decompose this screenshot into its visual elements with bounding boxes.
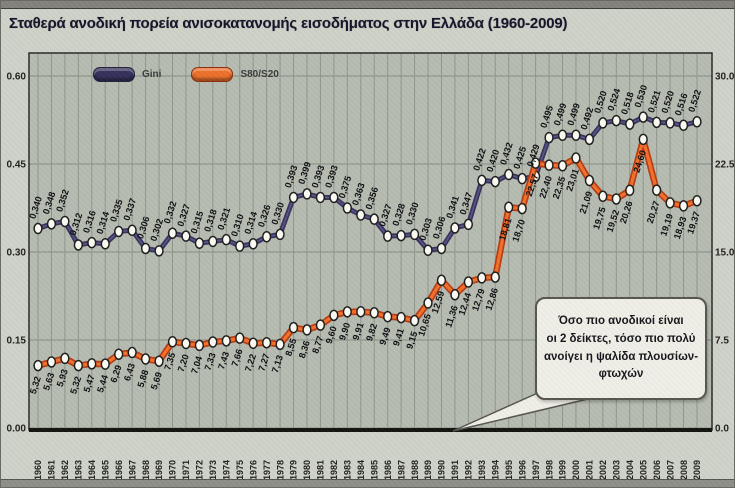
legend-item-s80s20: S80/S20 xyxy=(191,67,279,82)
annotation-line: Όσο πιο ανοδικοί είναι xyxy=(558,314,684,327)
svg-text:1979: 1979 xyxy=(289,460,299,480)
legend-s80s20-label: S80/S20 xyxy=(240,69,279,80)
legend-gini-label: Gini xyxy=(142,69,162,80)
svg-text:22.5: 22.5 xyxy=(715,160,735,171)
svg-text:15.0: 15.0 xyxy=(715,248,735,259)
svg-text:1997: 1997 xyxy=(531,460,541,480)
svg-text:1989: 1989 xyxy=(423,460,433,480)
svg-text:1967: 1967 xyxy=(127,460,137,480)
svg-text:1994: 1994 xyxy=(490,460,500,480)
svg-text:1992: 1992 xyxy=(464,460,474,480)
svg-text:1971: 1971 xyxy=(181,460,191,480)
svg-text:1963: 1963 xyxy=(74,460,84,480)
gini-line-swatch-icon xyxy=(93,67,135,82)
svg-text:0.45: 0.45 xyxy=(7,160,27,171)
svg-text:1962: 1962 xyxy=(60,460,70,480)
svg-text:1977: 1977 xyxy=(262,460,272,480)
svg-text:1991: 1991 xyxy=(450,460,460,480)
svg-text:0.30: 0.30 xyxy=(7,248,27,259)
svg-text:1968: 1968 xyxy=(141,460,151,480)
chart-legend: Gini S80/S20 xyxy=(93,67,279,82)
svg-text:1995: 1995 xyxy=(504,460,514,480)
svg-text:1969: 1969 xyxy=(154,460,164,480)
s80s20-series xyxy=(33,133,702,372)
svg-text:2000: 2000 xyxy=(571,460,581,480)
svg-text:30.0: 30.0 xyxy=(715,72,735,83)
svg-text:1981: 1981 xyxy=(316,460,326,480)
svg-text:0.15: 0.15 xyxy=(7,336,27,347)
svg-text:2005: 2005 xyxy=(638,460,648,480)
svg-text:2006: 2006 xyxy=(652,460,662,480)
svg-text:1975: 1975 xyxy=(235,460,245,480)
svg-text:1988: 1988 xyxy=(410,460,420,480)
x-axis-year-labels: 1960 1961 1962 1963 1964 1965 1966 1967 1968 1969… xyxy=(33,460,702,480)
svg-text:0.60: 0.60 xyxy=(7,72,27,83)
legend-item-gini: Gini xyxy=(93,67,161,82)
svg-text:1980: 1980 xyxy=(302,460,312,480)
s80s20-line-swatch-icon xyxy=(191,67,234,82)
annotation-line: οι 2 δείκτες, τόσο πιο πολύ xyxy=(546,332,696,345)
svg-text:2009: 2009 xyxy=(692,460,702,480)
svg-text:1964: 1964 xyxy=(87,460,97,480)
svg-text:1986: 1986 xyxy=(383,460,393,480)
svg-text:1999: 1999 xyxy=(558,460,568,480)
left-axis-tick-labels: 0.60 0.45 0.30 0.15 0.00 xyxy=(7,72,27,435)
svg-text:1978: 1978 xyxy=(275,460,285,480)
svg-text:2004: 2004 xyxy=(625,460,635,480)
svg-text:1960: 1960 xyxy=(33,460,43,480)
svg-text:1974: 1974 xyxy=(221,460,231,480)
plot-frame xyxy=(28,52,713,432)
svg-text:1990: 1990 xyxy=(437,460,447,480)
svg-text:1982: 1982 xyxy=(329,460,339,480)
svg-text:1985: 1985 xyxy=(369,460,379,480)
svg-text:0.00: 0.00 xyxy=(7,424,27,435)
svg-text:1976: 1976 xyxy=(248,460,258,480)
svg-text:2003: 2003 xyxy=(612,460,622,480)
right-axis-tick-labels: 30.0 22.5 15.0 7.5 0.0 xyxy=(715,72,735,435)
svg-text:1987: 1987 xyxy=(396,460,406,480)
svg-text:0.0: 0.0 xyxy=(715,424,729,435)
gini-series xyxy=(33,111,702,257)
svg-text:2008: 2008 xyxy=(679,460,689,480)
annotation-line: φτωχών xyxy=(598,368,644,381)
svg-text:1972: 1972 xyxy=(195,460,205,480)
svg-text:1984: 1984 xyxy=(356,460,366,480)
svg-text:1998: 1998 xyxy=(544,460,554,480)
svg-text:2001: 2001 xyxy=(585,460,595,480)
svg-text:1993: 1993 xyxy=(477,460,487,480)
svg-text:1965: 1965 xyxy=(100,460,110,480)
svg-text:1961: 1961 xyxy=(47,460,57,480)
annotation-line: ανοίγει η ψαλίδα πλουσίων- xyxy=(543,350,699,363)
scan-bottom-strip xyxy=(1,479,734,487)
svg-text:2002: 2002 xyxy=(598,460,608,480)
svg-text:1966: 1966 xyxy=(114,460,124,480)
svg-text:1970: 1970 xyxy=(168,460,178,480)
chart-title: Σταθερά ανοδική πορεία ανισοκατανομής ει… xyxy=(9,15,568,32)
annotation-callout: Όσο πιο ανοδικοί είναι οι 2 δείκτες, τόσ… xyxy=(535,297,707,400)
svg-text:1996: 1996 xyxy=(517,460,527,480)
svg-text:7.5: 7.5 xyxy=(715,336,729,347)
scan-top-strip xyxy=(1,1,734,9)
svg-text:2007: 2007 xyxy=(665,460,675,480)
svg-text:1973: 1973 xyxy=(208,460,218,480)
svg-text:1983: 1983 xyxy=(343,460,353,480)
